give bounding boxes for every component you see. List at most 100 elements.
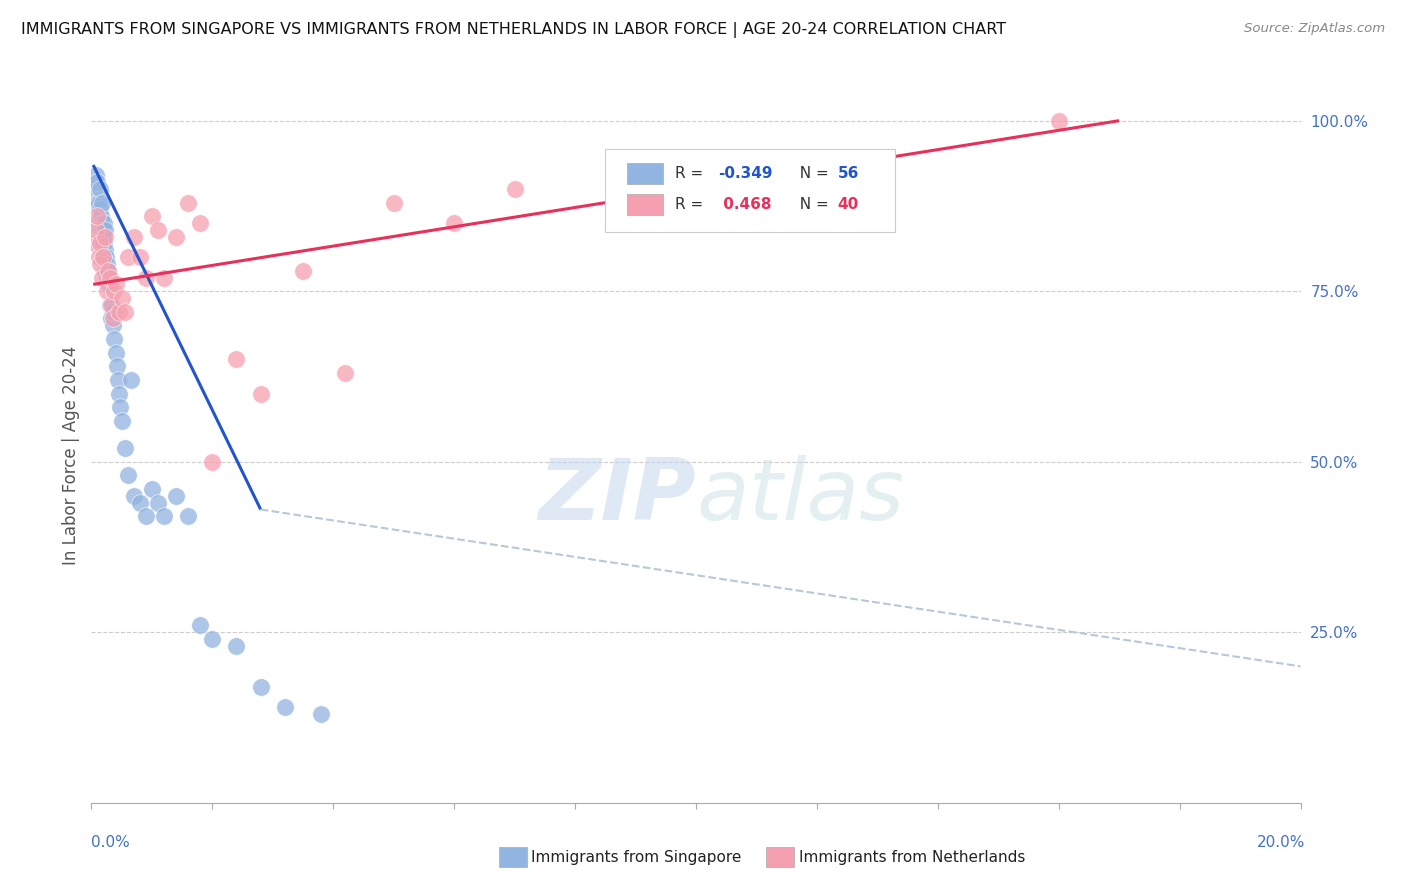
- Point: [97, 264, 120, 278]
- Point: [93, 229, 115, 244]
- Point: [101, 298, 124, 312]
- Point: [146, 496, 169, 510]
- Text: R =: R =: [675, 166, 709, 181]
- Text: atlas: atlas: [696, 455, 904, 538]
- Point: [87, 195, 110, 210]
- Point: [93, 250, 115, 264]
- Point: [86, 175, 108, 189]
- Point: [128, 496, 150, 510]
- Point: [292, 264, 315, 278]
- Point: [87, 250, 110, 264]
- Point: [177, 509, 200, 524]
- Text: Immigrants from Singapore: Immigrants from Singapore: [531, 850, 742, 864]
- Point: [104, 277, 127, 292]
- Point: [98, 270, 121, 285]
- Point: [84, 168, 107, 182]
- Text: 40: 40: [838, 197, 859, 212]
- Point: [624, 182, 647, 196]
- Point: [108, 386, 131, 401]
- Point: [249, 386, 271, 401]
- Point: [122, 489, 145, 503]
- Point: [101, 311, 124, 326]
- Point: [103, 332, 125, 346]
- Point: [146, 223, 169, 237]
- Point: [100, 298, 122, 312]
- Point: [98, 298, 121, 312]
- Point: [114, 304, 136, 318]
- Point: [86, 195, 108, 210]
- Point: [443, 216, 465, 230]
- Text: N =: N =: [790, 166, 834, 181]
- Point: [83, 182, 105, 196]
- Point: [111, 414, 132, 428]
- Point: [114, 441, 136, 455]
- Point: [93, 216, 115, 230]
- Text: IMMIGRANTS FROM SINGAPORE VS IMMIGRANTS FROM NETHERLANDS IN LABOR FORCE | AGE 20: IMMIGRANTS FROM SINGAPORE VS IMMIGRANTS …: [21, 22, 1007, 38]
- Point: [87, 216, 110, 230]
- Point: [117, 250, 139, 264]
- Point: [188, 618, 211, 632]
- Point: [86, 209, 108, 223]
- Point: [135, 509, 157, 524]
- Point: [104, 345, 127, 359]
- Point: [96, 284, 118, 298]
- Point: [93, 229, 115, 244]
- Point: [90, 209, 112, 223]
- Point: [153, 270, 176, 285]
- Point: [94, 264, 117, 278]
- Text: R =: R =: [675, 197, 709, 212]
- Text: ZIP: ZIP: [538, 455, 696, 538]
- Point: [101, 318, 124, 333]
- Text: 56: 56: [838, 166, 859, 181]
- Point: [83, 236, 105, 251]
- Point: [225, 352, 247, 367]
- Point: [309, 707, 332, 722]
- Point: [97, 264, 120, 278]
- Point: [128, 250, 150, 264]
- Point: [93, 250, 115, 264]
- Point: [135, 270, 157, 285]
- Point: [93, 236, 115, 251]
- Point: [91, 216, 114, 230]
- Text: 20.0%: 20.0%: [1257, 836, 1305, 850]
- Text: Source: ZipAtlas.com: Source: ZipAtlas.com: [1244, 22, 1385, 36]
- Point: [98, 277, 121, 292]
- Point: [96, 257, 118, 271]
- Point: [122, 229, 145, 244]
- Text: Immigrants from Netherlands: Immigrants from Netherlands: [799, 850, 1025, 864]
- Text: -0.349: -0.349: [717, 166, 772, 181]
- Point: [94, 250, 117, 264]
- Point: [141, 209, 163, 223]
- Point: [249, 680, 271, 694]
- Point: [188, 216, 211, 230]
- Point: [93, 223, 115, 237]
- FancyBboxPatch shape: [605, 149, 896, 232]
- Point: [101, 304, 124, 318]
- Point: [105, 359, 128, 374]
- Point: [91, 270, 114, 285]
- Point: [107, 304, 129, 318]
- Point: [335, 366, 357, 380]
- Point: [103, 284, 125, 298]
- Point: [503, 182, 526, 196]
- Point: [89, 223, 111, 237]
- Point: [97, 277, 120, 292]
- Point: [1047, 113, 1070, 128]
- Point: [96, 270, 118, 285]
- Point: [120, 373, 142, 387]
- Y-axis label: In Labor Force | Age 20-24: In Labor Force | Age 20-24: [62, 345, 80, 565]
- Text: 0.0%: 0.0%: [91, 836, 131, 850]
- Point: [141, 482, 163, 496]
- Point: [84, 223, 107, 237]
- Point: [382, 195, 405, 210]
- Point: [111, 291, 132, 305]
- Point: [225, 639, 247, 653]
- Point: [201, 455, 224, 469]
- FancyBboxPatch shape: [627, 162, 664, 184]
- Point: [93, 244, 115, 258]
- Point: [89, 236, 111, 251]
- Point: [107, 373, 129, 387]
- Point: [89, 257, 111, 271]
- Text: 0.468: 0.468: [717, 197, 772, 212]
- Point: [91, 223, 114, 237]
